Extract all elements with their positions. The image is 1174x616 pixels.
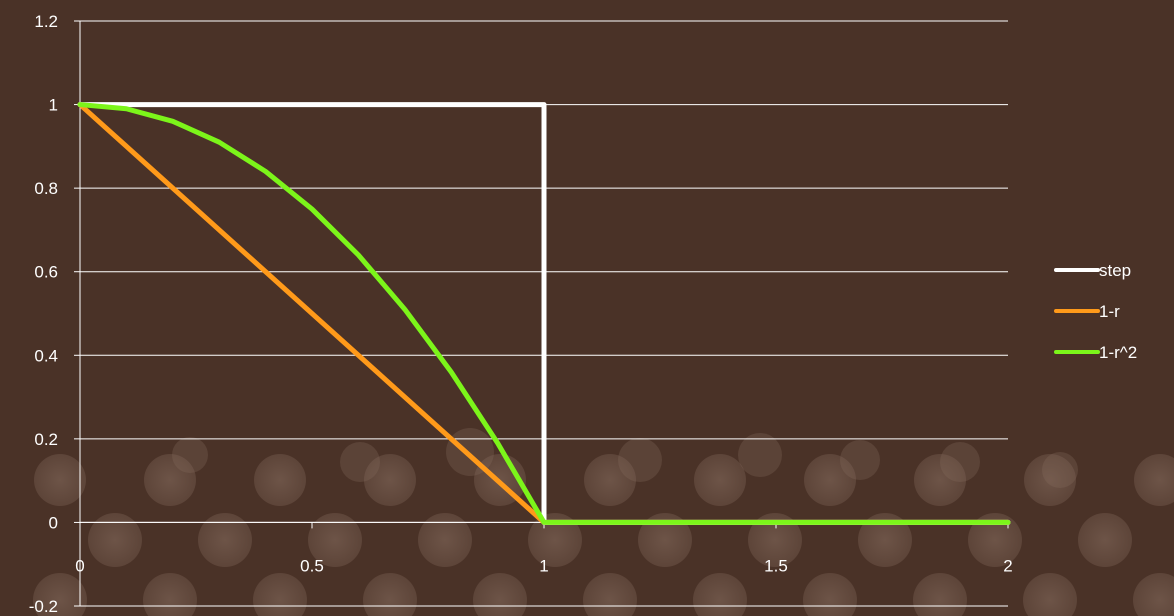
y-tick-label: 1 [49, 96, 58, 115]
background-dot [693, 573, 747, 616]
background-dot [198, 513, 252, 567]
series-line-1-r-2 [77, 102, 1011, 525]
background-dot [1042, 452, 1078, 488]
background-dot [1134, 454, 1174, 506]
legend-label: 1-r^2 [1099, 343, 1137, 362]
background-dot [528, 513, 582, 567]
legend-label: step [1099, 261, 1131, 280]
background-dot [748, 513, 802, 567]
background-dot [940, 442, 980, 482]
x-tick-labels: 0 0.5 1 1.5 2 [75, 556, 1012, 575]
background-dot [804, 454, 856, 506]
background-dot [638, 513, 692, 567]
background-dot [1133, 573, 1174, 616]
background-dot [33, 573, 87, 616]
background-dot [364, 454, 416, 506]
background-dot [144, 454, 196, 506]
background-dot [583, 573, 637, 616]
x-tick-label: 0 [75, 556, 84, 575]
y-tick-label: 0.6 [34, 263, 58, 282]
background-dot [308, 513, 362, 567]
background-dot [584, 454, 636, 506]
x-tick-label: 0.5 [300, 556, 324, 575]
background-dot-pattern [33, 428, 1174, 616]
y-tick-label: 0 [49, 513, 58, 532]
background-dot [738, 433, 782, 477]
legend-label: 1-r [1099, 302, 1120, 321]
background-dot [803, 573, 857, 616]
y-tick-label: 0.4 [34, 346, 58, 365]
background-dot [618, 438, 662, 482]
y-tick-label: 0.8 [34, 179, 58, 198]
background-dot [34, 454, 86, 506]
x-tick-label: 1.5 [764, 556, 788, 575]
background-dot [694, 454, 746, 506]
legend: step 1-r 1-r^2 [1054, 261, 1137, 362]
background-dot [914, 454, 966, 506]
x-tick-label: 2 [1003, 556, 1012, 575]
background-dot [1078, 513, 1132, 567]
y-tick-label: -0.2 [29, 597, 58, 616]
y-tick-labels: -0.2 0 0.2 0.4 0.6 0.8 1 1.2 [29, 12, 58, 616]
background-dot [88, 513, 142, 567]
background-dot [840, 440, 880, 480]
background-dot [473, 573, 527, 616]
background-dot [418, 513, 472, 567]
background-dot [253, 573, 307, 616]
background-dot [858, 513, 912, 567]
y-tick-label: 1.2 [34, 12, 58, 31]
background-dot [1024, 454, 1076, 506]
background-dot [254, 454, 306, 506]
y-tick-label: 0.2 [34, 430, 58, 449]
series-lines [77, 102, 1011, 525]
x-tick-label: 1 [539, 556, 548, 575]
background-dot [1023, 573, 1077, 616]
background-dot [913, 573, 967, 616]
background-dot [172, 437, 208, 473]
background-dot [363, 573, 417, 616]
background-dot [143, 573, 197, 616]
background-dot [340, 442, 380, 482]
